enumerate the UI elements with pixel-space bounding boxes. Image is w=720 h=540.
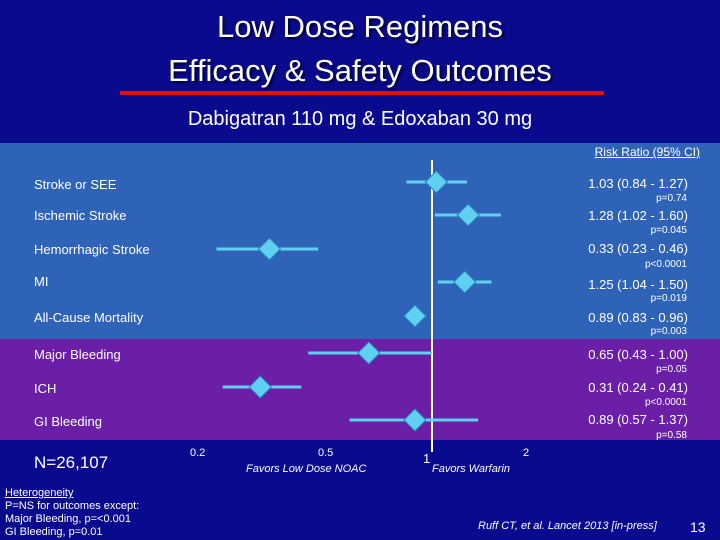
slide-title-line1: Low Dose Regimens [216,9,504,44]
row-p-hemorrhagic-stroke: p<0.0001 [645,259,687,270]
axis-tick-1: 1 [423,451,431,466]
risk-ratio-header: Risk Ratio (95% CI) [594,145,700,159]
heterogeneity-line2: Major Bleeding, p=<0.001 [5,513,131,525]
row-label-ich: ICH [34,381,57,396]
heterogeneity-heading: Heterogeneity [5,487,74,499]
point-estimate-diamond [257,237,282,261]
point-estimate-diamond [403,408,427,432]
row-ci-major-bleeding: 0.65 (0.43 - 1.00) [588,347,688,362]
axis-tick-0-5: 0.5 [318,447,334,459]
row-p-stroke-see: p=0.74 [656,193,687,204]
row-p-mi: p=0.019 [650,293,687,304]
favors-low-dose-label: Favors Low Dose NOAC [246,463,367,475]
row-ci-stroke-see: 1.03 (0.84 - 1.27) [588,176,688,191]
row-label-hemorrhagic-stroke: Hemorrhagic Stroke [34,242,150,257]
row-label-mi: MI [34,274,49,289]
point-estimate-diamond [403,304,427,328]
efficacy-band [0,143,720,339]
row-label-gi-bleeding: GI Bleeding [34,414,102,429]
point-estimate-diamond [424,170,449,194]
row-ci-hemorrhagic-stroke: 0.33 (0.23 - 0.46) [588,241,688,256]
row-ci-mi: 1.25 (1.04 - 1.50) [588,277,688,292]
sample-size: N=26,107 [34,453,109,472]
slide-number: 13 [690,519,706,535]
slide-title-line2: Efficacy & Safety Outcomes [168,53,552,88]
row-ci-gi-bleeding: 0.89 (0.57 - 1.37) [588,412,688,427]
heterogeneity-line3: GI Bleeding, p=0.01 [5,526,103,538]
axis-tick-0-2: 0.2 [190,447,206,459]
title-underline [120,91,604,95]
row-ci-all-cause-mortality: 0.89 (0.83 - 0.96) [588,310,688,325]
point-estimate-diamond [248,375,272,399]
row-label-ischemic-stroke: Ischemic Stroke [34,208,127,223]
row-label-major-bleeding: Major Bleeding [34,347,121,362]
row-label-all-cause-mortality: All-Cause Mortality [34,310,144,325]
row-ci-ischemic-stroke: 1.28 (1.02 - 1.60) [588,208,688,223]
heterogeneity-line1: P=NS for outcomes except: [5,500,140,512]
row-ci-ich: 0.31 (0.24 - 0.41) [588,380,688,395]
row-label-stroke-see: Stroke or SEE [34,177,117,192]
heterogeneity-note: Heterogeneity P=NS for outcomes except: … [5,487,139,539]
point-estimate-diamond [456,203,480,227]
row-p-gi-bleeding: p=0.58 [656,430,687,441]
row-p-all-cause-mortality: p=0.003 [650,326,687,337]
row-p-major-bleeding: p=0.05 [656,364,687,375]
axis-tick-2: 2 [523,447,530,459]
row-p-ich: p<0.0001 [645,397,687,408]
favors-warfarin-label: Favors Warfarin [432,463,511,475]
slide-subtitle: Dabigatran 110 mg & Edoxaban 30 mg [187,108,533,130]
citation: Ruff CT, et al. Lancet 2013 [in-press] [478,520,657,532]
row-p-ischemic-stroke: p=0.045 [650,225,687,236]
point-estimate-diamond [357,341,381,365]
point-estimate-diamond [453,270,477,294]
